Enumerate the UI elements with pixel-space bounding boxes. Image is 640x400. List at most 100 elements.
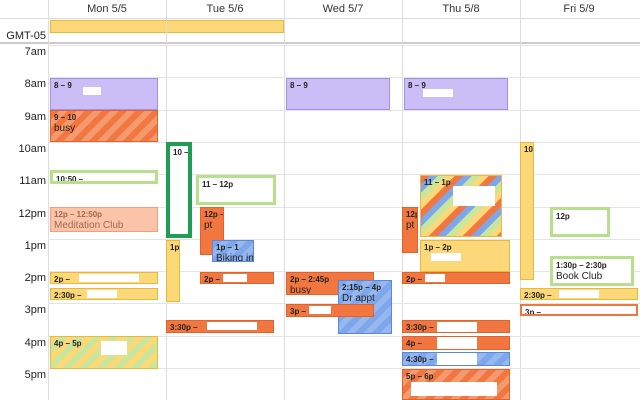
hour-label: 2pm: [24, 272, 46, 285]
event[interactable]: 8 – 9: [404, 78, 508, 110]
event[interactable]: 11 – 12p: [196, 175, 276, 205]
redaction: [431, 253, 461, 261]
event-time: 3:30p –: [406, 323, 434, 332]
hour-label: 3pm: [24, 304, 46, 317]
redaction: [223, 274, 247, 282]
event[interactable]: 11 – 1p: [420, 175, 502, 237]
event[interactable]: 3p –: [520, 304, 638, 316]
redaction: [548, 307, 608, 313]
hour-label: 1pm: [24, 239, 46, 252]
event-time: 2:30p –: [524, 291, 552, 300]
hour-label: 8am: [24, 78, 46, 91]
event[interactable]: 10: [520, 142, 534, 280]
redaction: [113, 174, 153, 181]
hour-line: [48, 45, 640, 46]
hour-label: 10am: [18, 142, 46, 155]
event-title: Biking in: [216, 253, 254, 262]
event[interactable]: 4p – 5p: [50, 336, 158, 369]
hour-line: [48, 335, 640, 337]
hour-label: 12pm: [18, 207, 46, 220]
redaction: [309, 306, 331, 314]
event[interactable]: 8 – 9: [286, 78, 390, 110]
event[interactable]: 12p – 12:50p Meditation Club: [50, 207, 158, 232]
event-time: 12p –: [406, 210, 417, 219]
event-time: 1p: [170, 243, 180, 252]
event[interactable]: 4p –: [402, 336, 510, 350]
redaction: [453, 186, 495, 206]
redaction: [83, 87, 101, 95]
event[interactable]: 1p: [166, 240, 180, 302]
hour-line: [48, 77, 640, 79]
column-line: [48, 0, 49, 400]
event[interactable]: 12p: [550, 207, 610, 237]
hour-line: [48, 368, 640, 369]
event[interactable]: 4:30p –: [402, 352, 510, 366]
event-time: 1:30p – 2:30p: [556, 261, 607, 270]
event-time: 11 – 1p: [424, 178, 451, 187]
event[interactable]: 8 – 9: [50, 78, 158, 110]
hour-label: 9am: [24, 110, 46, 123]
day-header: Thu 5/8: [442, 3, 480, 15]
hour-line: [48, 271, 640, 273]
event[interactable]: 5p – 6p: [402, 369, 510, 400]
event-time: 2:30p –: [54, 291, 82, 300]
event-time: 5p – 6p: [406, 372, 434, 381]
event-title: pt: [204, 220, 213, 231]
column-line: [284, 0, 285, 400]
event-time: 2p –: [54, 275, 71, 284]
redaction: [423, 89, 453, 97]
event-time: 8 – 9: [54, 81, 72, 90]
column-line: [402, 0, 403, 400]
redaction: [79, 274, 139, 282]
redaction: [207, 322, 257, 330]
event[interactable]: 2p –: [50, 272, 158, 284]
hour-line: [48, 174, 640, 176]
event-time: 9 – 10: [54, 113, 77, 122]
all-day-event[interactable]: [50, 20, 284, 33]
event[interactable]: 2p –: [402, 272, 510, 284]
hour-line: [48, 141, 640, 143]
event-time: 3p –: [290, 307, 307, 316]
event[interactable]: 3:30p –: [166, 320, 274, 333]
event-time: 12p: [556, 212, 570, 221]
timezone: GMT-05: [6, 30, 46, 42]
event-time: 4:30p –: [406, 355, 434, 364]
day-header: Wed 5/7: [322, 3, 364, 15]
event-time: 2p –: [406, 275, 423, 284]
hour-line: [48, 238, 640, 240]
day-header: Mon 5/5: [87, 3, 127, 15]
event-time: 1p – 1: [216, 243, 239, 252]
event-time: 3:30p –: [170, 323, 198, 332]
event-time: 2:15p – 4p: [342, 283, 382, 292]
redaction: [559, 290, 599, 298]
event-title: Book Club: [556, 271, 603, 282]
hour-line: [48, 206, 640, 208]
event-time: 1p – 2p: [424, 243, 452, 252]
redaction: [87, 290, 117, 298]
event[interactable]: 2p –: [200, 272, 274, 284]
event[interactable]: 12p –pt: [402, 207, 418, 253]
divider: [0, 42, 640, 44]
event-time: 2p –: [204, 275, 221, 284]
event[interactable]: 1p – 1 Biking in: [212, 240, 254, 262]
event[interactable]: 1p – 2p: [420, 240, 510, 272]
redaction: [425, 274, 445, 282]
event-time: 3p –: [525, 308, 542, 316]
event-time: 8 – 9: [290, 81, 308, 90]
event[interactable]: 3p –: [286, 304, 374, 317]
event[interactable]: 9 – 10 busy: [50, 110, 158, 142]
hour-label: 4pm: [24, 336, 46, 349]
event-title: Meditation Club: [54, 220, 124, 231]
event[interactable]: 10 –: [166, 142, 192, 238]
event-time: 12p – 12:50p: [54, 210, 103, 219]
event[interactable]: 2:30p –Weekly: [50, 288, 158, 300]
hour-label: 7am: [24, 46, 46, 58]
event[interactable]: 3:30p –: [402, 320, 510, 333]
event-time: 2p – 2:45p: [290, 275, 330, 284]
event[interactable]: 1:30p – 2:30p Book Club: [550, 256, 634, 286]
event[interactable]: 10:50 –: [50, 170, 158, 184]
event-time: 4p –: [406, 339, 423, 348]
event[interactable]: 2:30p –: [520, 288, 638, 300]
redaction: [437, 337, 477, 349]
